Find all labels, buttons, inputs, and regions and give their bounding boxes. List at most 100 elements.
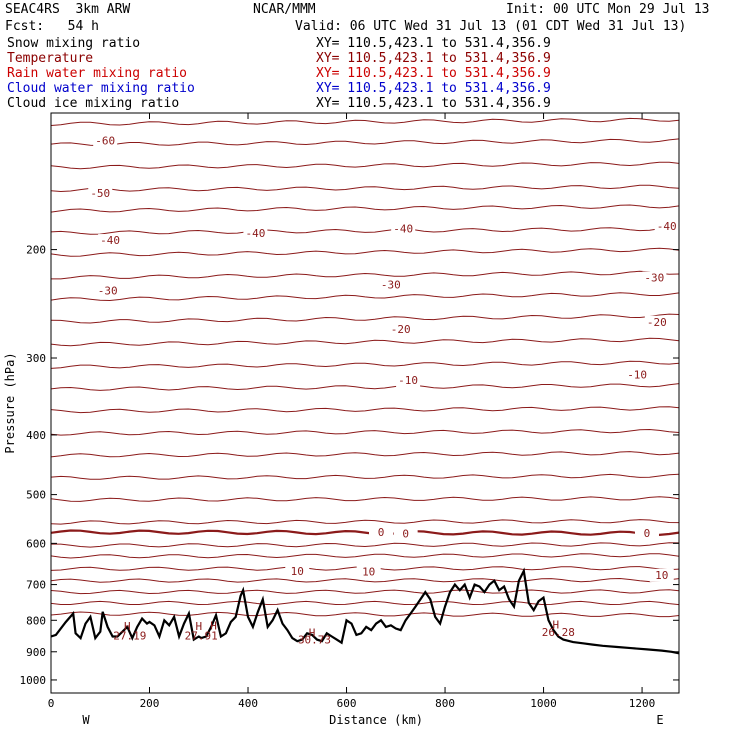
y-tick-label: 800 — [26, 614, 46, 627]
isotherm-line — [51, 117, 679, 126]
legend-field-range: XY= 110.5,423.1 to 531.4,356.9 — [316, 96, 551, 111]
isotherm-line — [51, 428, 679, 436]
contour-label-bg — [388, 322, 413, 336]
isotherm-line — [51, 313, 679, 324]
isotherm-line — [51, 383, 679, 391]
y-tick-label: 700 — [26, 579, 46, 592]
contour-label: -40 — [100, 234, 120, 247]
contour-label-bg — [391, 222, 416, 236]
contour-label: 10 — [655, 569, 668, 582]
isotherm-line — [51, 529, 679, 537]
contour-label-bg — [356, 565, 381, 579]
y-tick-label: 400 — [26, 429, 46, 442]
extrema-label: H — [124, 620, 131, 633]
contour-label: -60 — [95, 135, 115, 148]
isotherm-line — [51, 496, 679, 502]
isotherm-line — [51, 589, 679, 595]
contour-label: -10 — [627, 368, 647, 381]
terrain-line — [51, 567, 679, 655]
legend-field-name: Cloud ice mixing ratio — [7, 96, 180, 111]
y-tick-label: 1000 — [20, 674, 47, 687]
isotherm-line — [51, 600, 679, 606]
contour-label-bg — [369, 525, 394, 539]
contour-label-bg — [93, 134, 118, 148]
contour-label-bg — [88, 187, 113, 201]
extrema-label: H — [210, 619, 217, 632]
contour-label: -40 — [657, 220, 677, 233]
x-tick-label: 600 — [337, 697, 357, 710]
contour-label-bg — [625, 368, 650, 382]
legend-field-range: XY= 110.5,423.1 to 531.4,356.9 — [316, 66, 551, 81]
contour-label: -20 — [647, 316, 667, 329]
contour-label-bg — [644, 315, 669, 329]
contour-label: -30 — [98, 284, 118, 297]
contour-label-bg — [396, 374, 421, 388]
contour-label: -20 — [391, 323, 411, 336]
isotherm-line — [51, 360, 679, 369]
y-tick-label: 300 — [26, 352, 46, 365]
legend-field-name: Cloud water mixing ratio — [7, 81, 195, 96]
west-label: W — [82, 713, 90, 727]
contour-label-bg — [649, 568, 674, 582]
contour-label: -30 — [381, 279, 401, 292]
legend-field-range: XY= 110.5,423.1 to 531.4,356.9 — [316, 36, 551, 51]
isotherm-line — [51, 226, 679, 235]
x-tick-label: 200 — [140, 697, 160, 710]
contour-label-bg — [634, 526, 659, 540]
plot-frame — [50, 112, 680, 694]
extrema-label: 30.73 — [298, 633, 331, 646]
isotherm-line — [51, 138, 679, 147]
y-tick-label: 900 — [26, 646, 46, 659]
isotherm-line — [51, 577, 679, 583]
isotherm-line — [51, 542, 679, 548]
isotherm-line — [51, 451, 679, 458]
extrema-label: H — [553, 619, 560, 632]
contour-label: 0 — [402, 527, 409, 540]
contour-label-bg — [98, 234, 123, 248]
contour-label: 10 — [291, 565, 304, 578]
model-title: SEAC4RS 3km ARW — [5, 2, 131, 17]
extrema-label: H — [195, 620, 202, 633]
contour-label: 0 — [644, 527, 651, 540]
contour-label: 0 — [378, 526, 385, 539]
x-tick-label: 800 — [435, 697, 455, 710]
y-tick-label: 200 — [26, 244, 46, 257]
isotherm-line — [51, 270, 679, 280]
isotherm-line — [51, 473, 679, 480]
x-tick-label: 1000 — [530, 697, 557, 710]
extrema-label: 27.91 — [185, 630, 218, 643]
contour-label-bg — [243, 227, 268, 241]
isotherm-line — [51, 161, 679, 170]
x-tick-label: 400 — [238, 697, 258, 710]
contour-label: -30 — [644, 271, 664, 284]
x-tick-label: 0 — [48, 697, 55, 710]
contour-label-bg — [95, 284, 120, 298]
contour-label: -40 — [245, 227, 265, 240]
isotherm-line — [51, 611, 679, 618]
isotherm-line — [51, 204, 679, 213]
isotherm-line — [51, 247, 679, 257]
contour-label-bg — [654, 219, 679, 233]
extrema-label: 27.19 — [113, 630, 146, 643]
extrema-label: H — [309, 626, 316, 639]
contour-label-bg — [393, 527, 418, 541]
forecast-hour: Fcst: 54 h — [5, 19, 99, 34]
contour-label: 10 — [362, 566, 375, 579]
contour-label-bg — [285, 564, 310, 578]
isotherm-line — [51, 566, 679, 571]
init-time: Init: 00 UTC Mon 29 Jul 13 — [506, 2, 710, 17]
isotherm-line — [51, 184, 679, 193]
legend-field-range: XY= 110.5,423.1 to 531.4,356.9 — [316, 81, 551, 96]
y-axis-title: Pressure (hPa) — [3, 352, 17, 453]
extrema-label: 26.28 — [542, 626, 575, 639]
legend-field-range: XY= 110.5,423.1 to 531.4,356.9 — [316, 51, 551, 66]
contour-label: -40 — [393, 223, 413, 236]
x-tick-label: 1200 — [629, 697, 656, 710]
isotherm-line — [51, 292, 679, 302]
contour-label: -50 — [90, 187, 110, 200]
legend-field-name: Temperature — [7, 51, 94, 66]
org-label: NCAR/MMM — [253, 2, 316, 17]
isotherm-line — [51, 406, 679, 414]
y-tick-label: 600 — [26, 537, 46, 550]
